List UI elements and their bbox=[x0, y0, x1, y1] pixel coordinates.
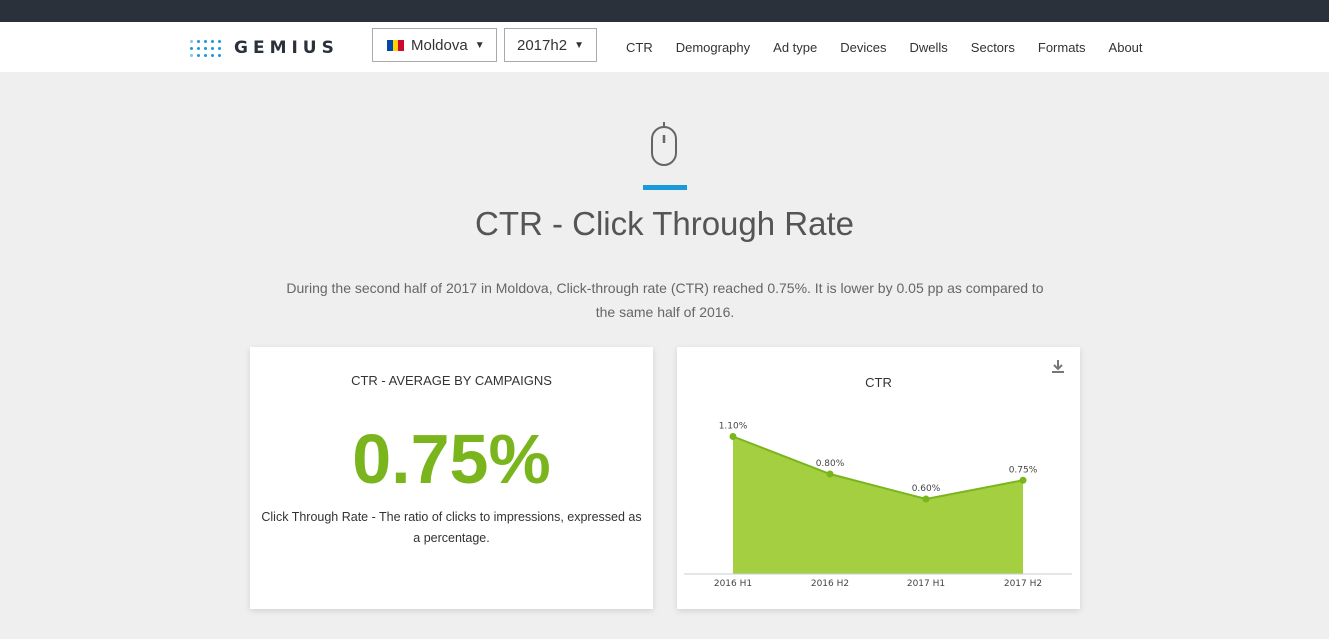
top-bar bbox=[0, 0, 1329, 22]
ctr-chart-card: CTR 1.10% 2016 H1 0.80% 2016 H2 0.60% 2017 H1… bbox=[677, 347, 1080, 609]
area-fill bbox=[733, 436, 1023, 574]
nav-devices[interactable]: Devices bbox=[840, 39, 887, 55]
main-nav: CTR Demography Ad type Devices Dwells Se… bbox=[626, 22, 1166, 72]
moldova-flag-icon bbox=[387, 39, 405, 51]
average-ctr-value: 0.75% bbox=[352, 420, 551, 498]
nav-dwells[interactable]: Dwells bbox=[909, 39, 948, 55]
data-label: 0.75% bbox=[1009, 465, 1038, 475]
nav-about[interactable]: About bbox=[1108, 39, 1143, 55]
nav-demography[interactable]: Demography bbox=[675, 39, 751, 55]
data-point bbox=[1019, 476, 1027, 484]
accent-divider bbox=[643, 185, 687, 190]
data-point bbox=[729, 433, 737, 440]
x-tick-label: 2017 H2 bbox=[1004, 579, 1042, 589]
period-select-value: 2017h2 bbox=[517, 36, 568, 54]
logo-dots-icon bbox=[190, 38, 224, 58]
caret-down-icon: ▼ bbox=[474, 39, 485, 51]
x-tick-label: 2016 H2 bbox=[811, 579, 849, 589]
data-point bbox=[922, 495, 930, 503]
page-title: CTR - Click Through Rate bbox=[474, 205, 854, 242]
average-card-description: Click Through Rate - The ratio of clicks… bbox=[261, 510, 642, 545]
country-select-value: Moldova bbox=[411, 36, 468, 54]
data-label: 0.60% bbox=[912, 484, 941, 494]
logo-text: GEMIUS bbox=[234, 38, 339, 58]
data-label: 0.80% bbox=[816, 459, 845, 469]
x-tick-label: 2017 H1 bbox=[907, 579, 945, 589]
caret-down-icon: ▼ bbox=[574, 39, 584, 51]
download-icon[interactable] bbox=[1050, 358, 1066, 374]
mouse-icon bbox=[651, 122, 677, 166]
gemius-logo[interactable]: GEMIUS bbox=[190, 37, 339, 59]
chart-title: CTR bbox=[865, 375, 892, 390]
page-description: During the second half of 2017 in Moldov… bbox=[286, 280, 1044, 320]
navbar: GEMIUS Moldova ▼ 2017h2 ▼ CTR Demography… bbox=[0, 22, 1329, 72]
nav-ctr[interactable]: CTR bbox=[626, 39, 653, 55]
average-ctr-card: CTR - AVERAGE BY CAMPAIGNS 0.75% Click T… bbox=[250, 347, 653, 609]
x-tick-label: 2016 H1 bbox=[714, 579, 752, 589]
period-select[interactable]: 2017h2 ▼ bbox=[504, 28, 597, 62]
nav-sectors[interactable]: Sectors bbox=[970, 39, 1015, 55]
data-point bbox=[826, 470, 834, 478]
ctr-area-chart: 1.10% 2016 H1 0.80% 2016 H2 0.60% 2017 H1 0.75… bbox=[684, 422, 1072, 589]
average-card-title: CTR - AVERAGE BY CAMPAIGNS bbox=[351, 373, 552, 388]
series-line bbox=[732, 435, 1024, 501]
nav-ad-type[interactable]: Ad type bbox=[773, 39, 818, 55]
nav-formats[interactable]: Formats bbox=[1037, 39, 1086, 55]
data-label: 1.10% bbox=[719, 422, 748, 432]
country-select[interactable]: Moldova ▼ bbox=[372, 28, 497, 62]
